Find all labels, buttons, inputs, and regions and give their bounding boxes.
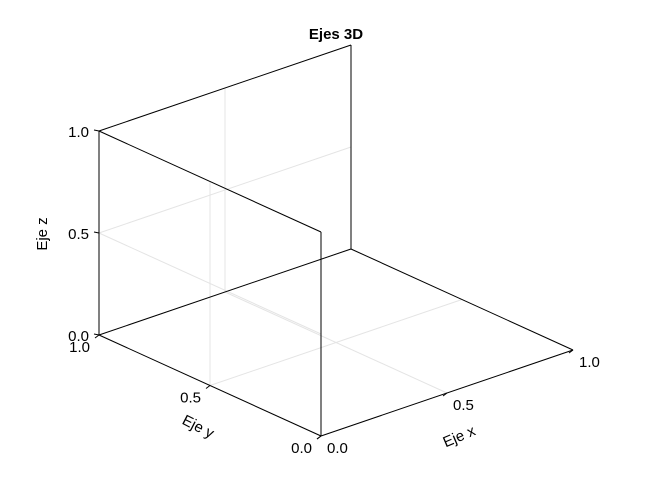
tick-labels: 0.00.51.00.00.51.00.00.51.0 — [68, 124, 600, 457]
z-tick-mark-2 — [93, 129, 100, 132]
frame-edge-floor-back — [98, 248, 352, 336]
z-axis-label: Eje z — [34, 217, 51, 250]
x-axis-label: Eje x — [441, 422, 479, 451]
y-axis-label: Eje y — [179, 412, 217, 443]
z-tick-mark-0 — [93, 333, 100, 336]
y-tick-mark-2 — [94, 334, 100, 339]
z-tick-label-1: 0.5 — [68, 226, 89, 243]
grid-line-z-side-1 — [98, 232, 322, 335]
frame-edge-side-top — [98, 130, 322, 233]
x-tick-label-2: 1.0 — [579, 354, 600, 371]
x-tick-label-1: 0.5 — [453, 397, 474, 414]
frame-edge-back-top — [98, 44, 352, 132]
z-tick-mark-1 — [93, 231, 100, 234]
grid-line-y-floor-1 — [209, 299, 463, 386]
y-tick-label-0: 0.0 — [291, 440, 312, 457]
chart-title: Ejes 3D — [309, 26, 363, 43]
z-tick-label-2: 1.0 — [68, 124, 89, 141]
grid-lines — [98, 44, 574, 437]
grid-line-z-back-1 — [98, 146, 352, 234]
y-tick-label-1: 0.5 — [180, 390, 201, 407]
axes-frame — [98, 44, 574, 437]
x-tick-mark-2 — [568, 349, 574, 354]
y-tick-label-2: 1.0 — [69, 339, 90, 356]
y-tick-mark-1 — [205, 385, 211, 389]
y-tick-mark-0 — [316, 435, 322, 440]
x-tick-mark-1 — [442, 392, 448, 397]
frame-edge-floor-right — [350, 248, 574, 351]
z-tick-label-0: 0.0 — [68, 328, 89, 345]
x-tick-label-0: 0.0 — [327, 440, 348, 457]
tick-marks — [93, 129, 574, 440]
